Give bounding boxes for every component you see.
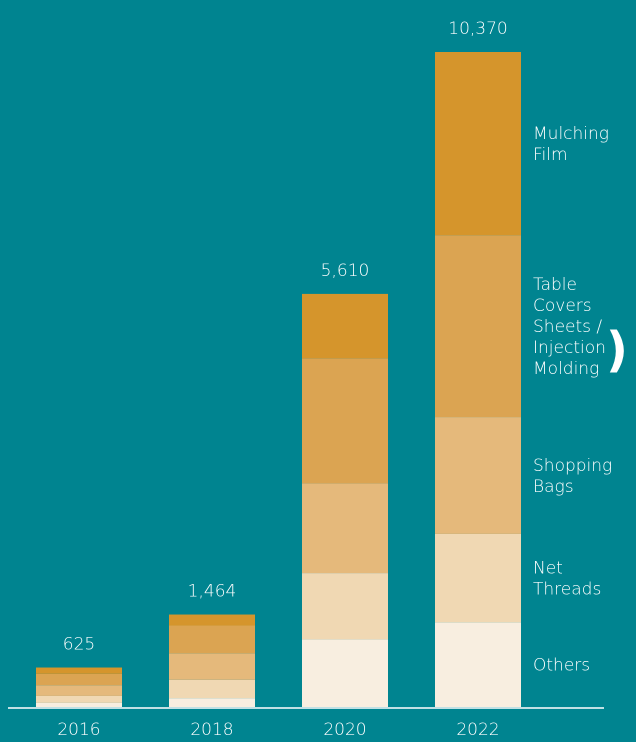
bar-segment-2020-series-0 xyxy=(302,639,388,707)
legend-label-line: Bags xyxy=(533,477,574,497)
legend-bracket: ) xyxy=(606,322,628,378)
bar-segment-2020-series-1 xyxy=(302,573,388,640)
value-label-2018: 1,464 xyxy=(188,582,237,602)
legend-label-series-4: Mulching Film xyxy=(533,124,609,165)
bar-segment-2018-series-2 xyxy=(169,653,255,680)
bar-segment-2022-series-1 xyxy=(435,533,521,623)
bar-segment-2018-series-3 xyxy=(169,625,255,654)
legend-label-series-2: Shopping Bags xyxy=(533,456,612,497)
legend-label-line: Molding xyxy=(533,359,599,379)
legend-label-series-3: Table Covers Sheets / Injection Molding xyxy=(533,275,606,379)
x-tick-label-2016: 2016 xyxy=(57,720,100,740)
bar-segment-2022-series-0 xyxy=(435,622,521,707)
bar-segment-2022-series-4 xyxy=(435,52,521,236)
bar-segment-2018-series-1 xyxy=(169,679,255,699)
bar-segment-2020-series-3 xyxy=(302,358,388,484)
value-label-2016: 625 xyxy=(63,635,95,655)
legend-label-line: Others xyxy=(533,656,590,676)
legend-label-line: Film xyxy=(533,145,568,165)
legend-label-line: Covers xyxy=(533,296,592,316)
bar-segment-2016-series-2 xyxy=(36,685,122,696)
legend-label-line: Net xyxy=(533,559,563,579)
bar-segment-2016-series-0 xyxy=(36,702,122,707)
bar-segment-2022-series-3 xyxy=(435,235,521,418)
bar-segment-2016-series-4 xyxy=(36,667,122,674)
value-label-2020: 5,610 xyxy=(321,261,370,281)
bar-segment-2020-series-2 xyxy=(302,483,388,574)
legend-label-series-0: Others xyxy=(533,656,590,676)
x-tick-label-2022: 2022 xyxy=(456,720,499,740)
x-tick-label-2018: 2018 xyxy=(190,720,233,740)
x-tick-label-2020: 2020 xyxy=(323,720,366,740)
bar-segment-2018-series-0 xyxy=(169,698,255,707)
bar-segment-2022-series-2 xyxy=(435,417,521,534)
legend-label-line: Shopping xyxy=(533,456,612,476)
legend-label-line: Mulching xyxy=(533,124,609,144)
bar-segment-2020-series-4 xyxy=(302,293,388,359)
bar-segment-2016-series-1 xyxy=(36,695,122,703)
legend-label-line: Threads xyxy=(533,580,601,600)
legend-label-line: Table xyxy=(533,275,577,295)
value-label-2022: 10,370 xyxy=(448,19,507,39)
legend-label-line: Sheets / xyxy=(533,317,602,337)
legend-label-series-1: Net Threads xyxy=(533,559,601,600)
bar-segment-2018-series-4 xyxy=(169,614,255,626)
legend-label-line: Injection xyxy=(533,338,606,358)
bar-segment-2016-series-3 xyxy=(36,673,122,686)
